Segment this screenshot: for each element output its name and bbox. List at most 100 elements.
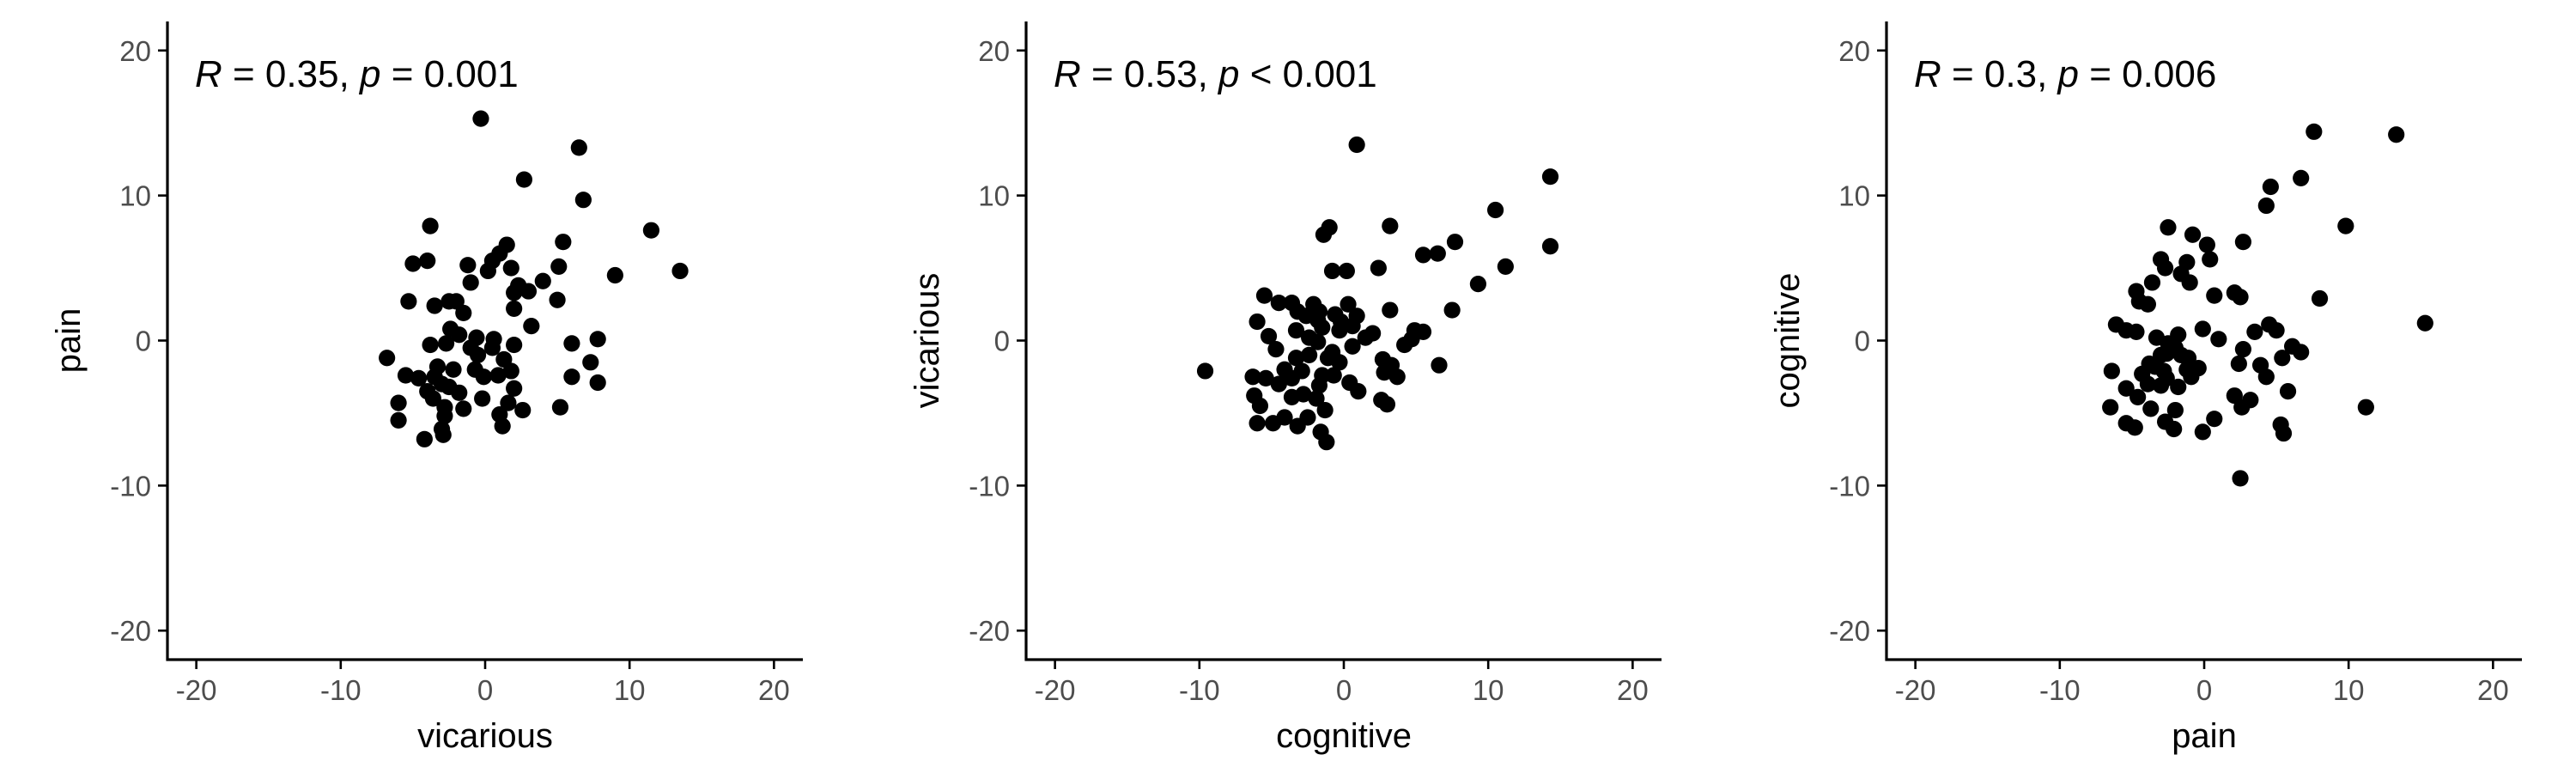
data-point xyxy=(2152,377,2170,394)
data-point xyxy=(390,394,407,411)
data-point xyxy=(1251,397,1269,415)
data-point xyxy=(424,390,442,407)
r-value: = 0.53, xyxy=(1081,53,1218,95)
p-value: = 0.006 xyxy=(2079,53,2216,95)
y-tick-label: -10 xyxy=(969,470,1010,502)
data-point xyxy=(1287,322,1305,339)
data-point xyxy=(1331,322,1348,339)
x-tick-label: -10 xyxy=(320,674,361,706)
data-point xyxy=(2388,126,2405,143)
data-point xyxy=(574,192,592,209)
data-point xyxy=(474,390,491,407)
data-point xyxy=(2139,375,2157,393)
r-symbol: R xyxy=(1914,53,1941,95)
data-point xyxy=(1376,364,1393,381)
data-point xyxy=(2311,289,2329,307)
data-point xyxy=(1469,276,1487,293)
data-point xyxy=(2202,251,2219,268)
x-tick-label: 10 xyxy=(2333,674,2365,706)
x-tick-label: 0 xyxy=(477,674,493,706)
x-tick-label: 0 xyxy=(1336,674,1352,706)
scatter-panel-1: -20 -10 0 10 20 -20 -10 0 10 20 vicarious pain R = 0… xyxy=(50,21,803,755)
data-point xyxy=(1301,346,1318,363)
data-point xyxy=(2166,401,2184,419)
p-symbol: p xyxy=(358,53,380,95)
data-point xyxy=(1325,367,1342,384)
data-point xyxy=(2128,323,2145,340)
data-point xyxy=(416,430,433,447)
y-tick-label: 20 xyxy=(1838,35,1870,67)
data-point xyxy=(434,426,452,443)
y-tick-label: 0 xyxy=(994,326,1010,357)
data-point xyxy=(1431,356,1448,374)
data-point xyxy=(2357,399,2374,416)
data-point xyxy=(451,384,468,401)
x-axis-title: vicarious xyxy=(417,717,553,755)
data-point xyxy=(2234,234,2252,251)
data-point xyxy=(500,394,517,411)
x-tick-label: 20 xyxy=(2477,674,2509,706)
data-point xyxy=(1486,201,1504,219)
p-value: < 0.001 xyxy=(1240,53,1377,95)
r-value: = 0.35, xyxy=(222,53,360,95)
data-point xyxy=(1283,369,1301,387)
data-point xyxy=(1270,294,1287,312)
x-tick-label: -20 xyxy=(1895,674,1936,706)
data-point xyxy=(2416,314,2433,332)
data-point xyxy=(589,374,606,392)
data-point xyxy=(1357,329,1374,346)
y-tick-label: -10 xyxy=(110,470,151,502)
x-tick-label: 10 xyxy=(614,674,646,706)
data-point xyxy=(2166,420,2183,438)
data-point xyxy=(2293,169,2310,186)
data-point xyxy=(563,335,580,352)
x-tick-label: 20 xyxy=(758,674,790,706)
data-point xyxy=(2246,323,2263,340)
data-point xyxy=(483,339,501,356)
data-point xyxy=(479,262,496,280)
data-point xyxy=(2156,259,2174,277)
data-point xyxy=(2275,424,2293,442)
data-point xyxy=(2279,383,2297,400)
data-point xyxy=(475,368,492,386)
data-point xyxy=(514,401,532,419)
data-point xyxy=(379,350,396,367)
data-point xyxy=(422,217,439,234)
data-point xyxy=(2184,226,2202,243)
data-point xyxy=(1348,136,1365,154)
data-point xyxy=(1314,319,1331,336)
x-tick-label: -20 xyxy=(1035,674,1076,706)
data-point xyxy=(2170,378,2187,396)
data-point xyxy=(410,369,428,387)
y-tick-label: -20 xyxy=(969,615,1010,647)
x-tick-label: 0 xyxy=(2196,674,2212,706)
data-point xyxy=(519,283,538,300)
data-point xyxy=(506,336,523,354)
data-point xyxy=(534,272,551,289)
y-tick-label: 10 xyxy=(119,180,151,212)
data-point xyxy=(1446,234,1464,251)
data-point xyxy=(582,354,599,371)
data-point xyxy=(506,300,523,317)
data-point xyxy=(2194,423,2211,441)
data-point xyxy=(550,258,568,275)
data-point xyxy=(502,259,519,277)
data-point xyxy=(472,110,489,127)
data-point xyxy=(1257,369,1274,387)
y-tick-label: 0 xyxy=(1855,326,1870,357)
p-value: = 0.001 xyxy=(381,53,519,95)
data-point xyxy=(1378,396,1396,413)
data-point xyxy=(2181,274,2198,291)
r-value: = 0.3, xyxy=(1941,53,2058,95)
data-point xyxy=(589,331,606,348)
correlation-annotation: R = 0.53, p < 0.001 xyxy=(1054,53,1377,95)
data-point xyxy=(1287,350,1305,367)
scatter-panel-3: -20 -10 0 10 20 -20 -10 0 10 20 pain cognitive R = 0… xyxy=(1769,21,2522,755)
data-point xyxy=(1382,217,1399,234)
data-point xyxy=(1443,301,1461,319)
data-point xyxy=(549,291,566,308)
data-point xyxy=(404,255,422,272)
data-point xyxy=(489,367,507,384)
data-point xyxy=(2198,236,2215,253)
